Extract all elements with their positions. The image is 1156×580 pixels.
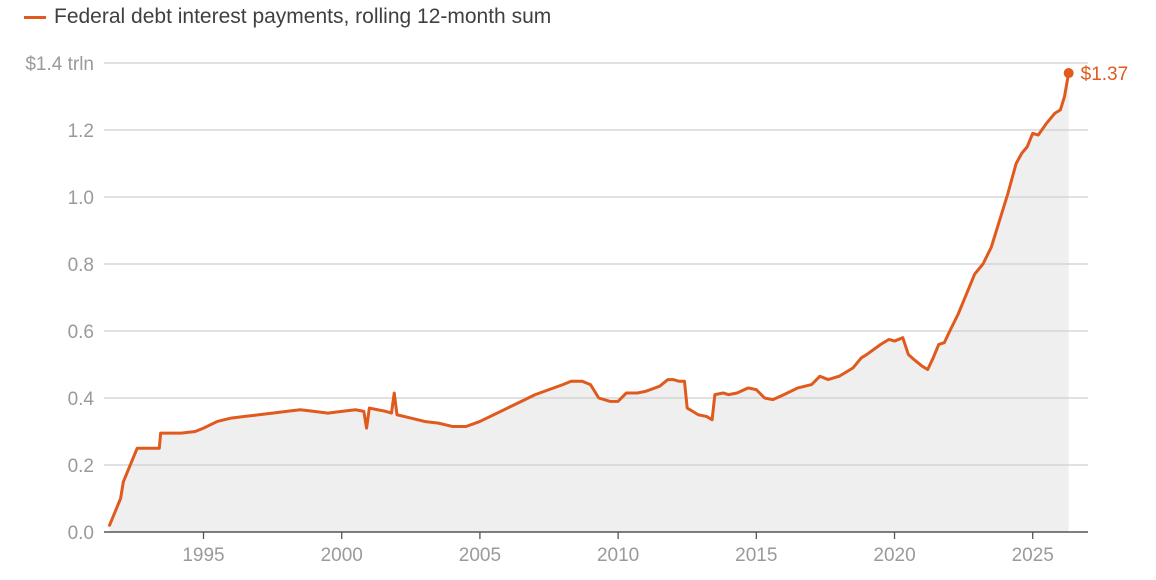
end-value-label: $1.37 (1081, 64, 1129, 85)
area-fill (109, 73, 1069, 533)
legend: Federal debt interest payments, rolling … (24, 4, 551, 30)
x-tick-label-3: 2010 (597, 545, 639, 566)
x-tick-label-2: 2005 (459, 545, 501, 566)
y-tick-label-1: 0.2 (68, 456, 94, 477)
x-tick-label-0: 1995 (182, 545, 224, 566)
x-tick-label-6: 2025 (1012, 545, 1054, 566)
y-tick-label-0: 0.0 (68, 523, 94, 544)
y-tick-label-7: $1.4 trln (25, 54, 94, 75)
y-tick-label-4: 0.8 (68, 255, 94, 276)
y-tick-label-5: 1.0 (68, 188, 94, 209)
end-point-marker (1063, 68, 1074, 79)
x-tick-label-5: 2020 (873, 545, 915, 566)
series-line (108, 71, 1071, 527)
legend-label: Federal debt interest payments, rolling … (54, 5, 552, 28)
y-tick-label-2: 0.4 (68, 389, 95, 410)
x-tick-label-1: 2000 (321, 545, 363, 566)
x-tick-label-4: 2015 (735, 545, 777, 566)
y-tick-label-3: 0.6 (68, 322, 94, 343)
y-tick-label-6: 1.2 (68, 121, 94, 142)
legend-swatch (24, 15, 46, 19)
